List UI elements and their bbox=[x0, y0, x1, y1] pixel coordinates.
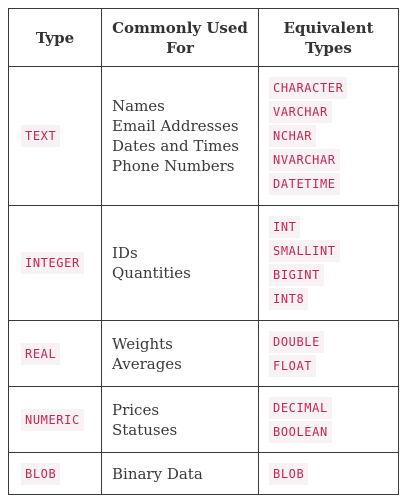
equivalent-cell: CHARACTER VARCHAR NCHAR NVARCHAR DATETIM… bbox=[258, 66, 399, 206]
used-cell: Prices Statuses bbox=[101, 386, 259, 453]
equivalent-cell: DECIMAL BOOLEAN bbox=[258, 386, 399, 453]
equiv-code: INT bbox=[269, 216, 301, 238]
used-cell: Weights Averages bbox=[101, 320, 259, 387]
used-cell: Names Email Addresses Dates and Times Ph… bbox=[101, 66, 259, 206]
table-row: REAL Weights Averages DOUBLE FLOAT bbox=[8, 320, 399, 387]
equiv-code: BOOLEAN bbox=[269, 420, 332, 443]
equivalent-cell: INT SMALLINT BIGINT INT8 bbox=[258, 205, 399, 321]
type-code: REAL bbox=[21, 342, 61, 365]
equiv-code: CHARACTER bbox=[269, 77, 348, 99]
equiv-code: SMALLINT bbox=[269, 240, 340, 262]
type-code: INTEGER bbox=[21, 252, 84, 274]
equiv-code: NCHAR bbox=[269, 125, 317, 147]
equiv-code: VARCHAR bbox=[269, 101, 332, 123]
type-cell: BLOB bbox=[8, 452, 102, 495]
equiv-code: DECIMAL bbox=[269, 396, 332, 419]
header-type: Type bbox=[8, 8, 102, 67]
equiv-code: DATETIME bbox=[269, 173, 340, 195]
type-cell: TEXT bbox=[8, 66, 102, 206]
type-cell: REAL bbox=[8, 320, 102, 387]
equiv-code: BIGINT bbox=[269, 264, 324, 286]
type-cell: INTEGER bbox=[8, 205, 102, 321]
table-row: BLOB Binary Data BLOB bbox=[8, 452, 399, 495]
type-code: BLOB bbox=[21, 462, 61, 485]
type-code: NUMERIC bbox=[21, 408, 84, 431]
type-code: TEXT bbox=[21, 125, 61, 147]
used-cell: IDs Quantities bbox=[101, 205, 259, 321]
table-row: TEXT Names Email Addresses Dates and Tim… bbox=[8, 66, 399, 206]
header-row: Type Commonly Used For Equivalent Types bbox=[8, 8, 399, 67]
equiv-code: NVARCHAR bbox=[269, 149, 340, 171]
equiv-code: FLOAT bbox=[269, 354, 317, 377]
equiv-code: INT8 bbox=[269, 288, 309, 310]
header-commonly-used: Commonly Used For bbox=[101, 8, 259, 67]
equivalent-cell: BLOB bbox=[258, 452, 399, 495]
table-row: INTEGER IDs Quantities INT SMALLINT BIGI… bbox=[8, 205, 399, 321]
equivalent-cell: DOUBLE FLOAT bbox=[258, 320, 399, 387]
used-cell: Binary Data bbox=[101, 452, 259, 495]
header-equivalent-types: Equivalent Types bbox=[258, 8, 399, 67]
equiv-code: BLOB bbox=[269, 462, 309, 485]
type-cell: NUMERIC bbox=[8, 386, 102, 453]
equiv-code: DOUBLE bbox=[269, 330, 324, 353]
data-types-table: Type Commonly Used For Equivalent Types … bbox=[8, 8, 399, 495]
table-row: NUMERIC Prices Statuses DECIMAL BOOLEAN bbox=[8, 386, 399, 453]
